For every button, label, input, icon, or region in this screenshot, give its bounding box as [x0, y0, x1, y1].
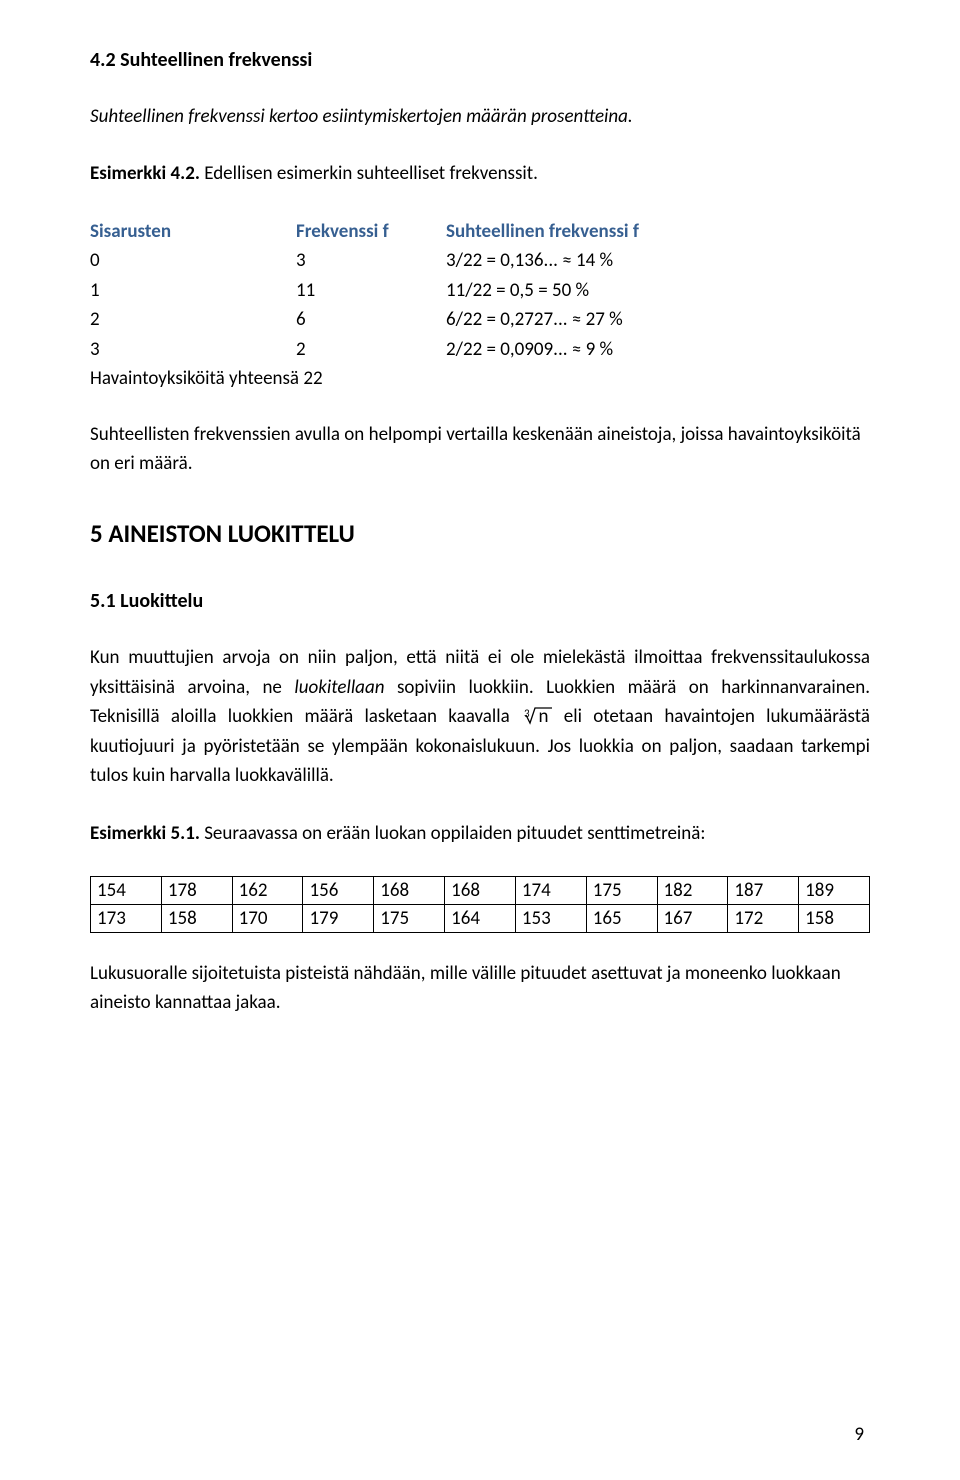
section-4-2-after: Suhteellisten frekvenssien avulla on hel…: [90, 420, 870, 479]
section-4-2-heading: 4.2 Suhteellinen frekvenssi: [90, 48, 870, 72]
freq-cell: 3: [90, 335, 296, 364]
height-cell: 187: [728, 877, 799, 905]
freq-cell: 2: [90, 305, 296, 334]
height-cell: 173: [91, 905, 162, 933]
section-5-1-after: Lukusuoralle sijoitetuista pisteistä näh…: [90, 959, 870, 1018]
height-cell: 182: [657, 877, 728, 905]
freq-cell: 3/22 = 0,136... ≈ 14 %: [446, 246, 870, 275]
radicand: n: [539, 705, 549, 728]
example-5-1: Esimerkki 5.1. Seuraavassa on erään luok…: [90, 819, 870, 848]
freq-footer-text: Havaintoyksiköitä yhteensä 22: [90, 364, 323, 393]
freq-head-c2: Frekvenssi f: [296, 217, 446, 246]
height-cell: 158: [799, 905, 870, 933]
height-cell: 162: [232, 877, 303, 905]
height-cell: 172: [728, 905, 799, 933]
height-cell: 153: [515, 905, 586, 933]
section-5-1-body: Kun muuttujien arvoja on niin paljon, et…: [90, 643, 870, 790]
table-row: 3 2 2/22 = 0,0909... ≈ 9 %: [90, 335, 870, 364]
example-4-2-text: Edellisen esimerkin suhteelliset frekven…: [200, 162, 538, 185]
cube-root-icon: 3n: [521, 705, 563, 728]
height-cell: 167: [657, 905, 728, 933]
height-cell: 164: [445, 905, 516, 933]
height-cell: 168: [445, 877, 516, 905]
heights-table: 154 178 162 156 168 168 174 175 182 187 …: [90, 876, 870, 933]
height-cell: 175: [374, 905, 445, 933]
height-cell: 156: [303, 877, 374, 905]
height-cell: 189: [799, 877, 870, 905]
freq-cell: 6: [296, 305, 446, 334]
height-cell: 179: [303, 905, 374, 933]
freq-cell: 11/22 = 0,5 = 50 %: [446, 276, 870, 305]
p1b-italic: luokitellaan: [294, 676, 384, 699]
freq-cell: 2/22 = 0,0909... ≈ 9 %: [446, 335, 870, 364]
freq-cell: 0: [90, 246, 296, 275]
section-5-1-heading: 5.1 Luokittelu: [90, 589, 870, 613]
example-5-1-text: Seuraavassa on erään luokan oppilaiden p…: [200, 822, 706, 845]
height-cell: 178: [161, 877, 232, 905]
section-4-2-intro: Suhteellinen frekvenssi kertoo esiintymi…: [90, 102, 870, 131]
section-5-heading: 5 AINEISTON LUOKITTELU: [90, 518, 870, 549]
table-row: 2 6 6/22 = 0,2727... ≈ 27 %: [90, 305, 870, 334]
frequency-table: Sisarusten Frekvenssi f Suhteellinen fre…: [90, 217, 870, 394]
frequency-table-header: Sisarusten Frekvenssi f Suhteellinen fre…: [90, 217, 870, 246]
height-cell: 165: [586, 905, 657, 933]
freq-cell: 2: [296, 335, 446, 364]
example-4-2: Esimerkki 4.2. Edellisen esimerkin suhte…: [90, 159, 870, 188]
height-cell: 168: [374, 877, 445, 905]
freq-cell: 11: [296, 276, 446, 305]
freq-head-c3: Suhteellinen frekvenssi f: [446, 217, 870, 246]
example-4-2-label: Esimerkki 4.2.: [90, 162, 200, 185]
frequency-table-footer: Havaintoyksiköitä yhteensä 22: [90, 364, 870, 393]
root-index: 3: [524, 707, 530, 720]
freq-cell: 1: [90, 276, 296, 305]
height-cell: 170: [232, 905, 303, 933]
freq-head-c1: Sisarusten: [90, 217, 296, 246]
freq-cell: 6/22 = 0,2727... ≈ 27 %: [446, 305, 870, 334]
table-row: 154 178 162 156 168 168 174 175 182 187 …: [91, 877, 870, 905]
height-cell: 154: [91, 877, 162, 905]
table-row: 0 3 3/22 = 0,136... ≈ 14 %: [90, 246, 870, 275]
table-row: 173 158 170 179 175 164 153 165 167 172 …: [91, 905, 870, 933]
example-5-1-label: Esimerkki 5.1.: [90, 822, 200, 845]
height-cell: 174: [515, 877, 586, 905]
height-cell: 158: [161, 905, 232, 933]
freq-cell: 3: [296, 246, 446, 275]
page-number: 9: [854, 1423, 864, 1446]
table-row: 1 11 11/22 = 0,5 = 50 %: [90, 276, 870, 305]
height-cell: 175: [586, 877, 657, 905]
